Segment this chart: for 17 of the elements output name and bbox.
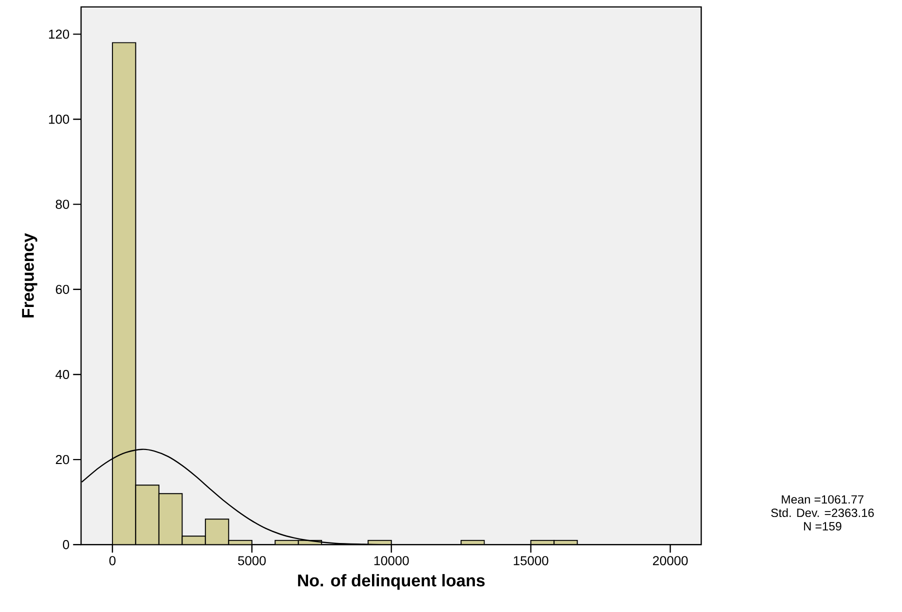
y-tick-label: 80: [56, 200, 70, 209]
y-tick-label: 40: [56, 370, 70, 379]
x-tick-label: 10000: [374, 556, 409, 566]
x-tick-label: 15000: [514, 556, 548, 566]
x-tick-label: 0: [109, 556, 116, 566]
x-tick-label: 20000: [652, 556, 688, 566]
y-tick-label: 0: [62, 540, 70, 550]
y-tick-label: 100: [49, 114, 70, 124]
y-tick-label: 60: [56, 284, 70, 294]
x-axis-title: No. of delinquent loans: [298, 574, 485, 590]
y-tick-label: 120: [49, 29, 70, 39]
text: N =159: [804, 522, 842, 530]
y-tick-label: 20: [56, 454, 70, 464]
text: Mean =1061.77: [782, 495, 864, 504]
x-tick-label: 5000: [238, 556, 266, 566]
y-axis-title: Frequency: [22, 233, 38, 318]
text: Std. Dev. =2363.16: [771, 508, 874, 517]
